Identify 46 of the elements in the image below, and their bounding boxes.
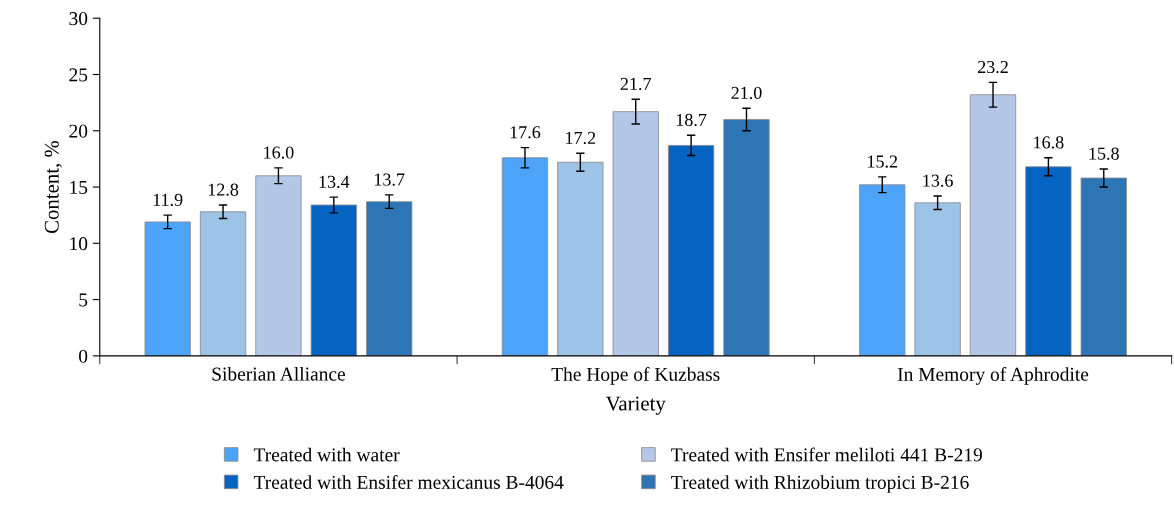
bar — [310, 204, 357, 356]
data-label: 13.7 — [374, 173, 405, 186]
data-label: 17.6 — [510, 126, 541, 139]
data-label: 13.6 — [923, 174, 953, 187]
bar — [199, 211, 247, 356]
y-tick-label: 5 — [79, 293, 88, 307]
bar — [366, 201, 413, 356]
y-tick-label: 15 — [70, 180, 88, 194]
bar — [1025, 166, 1072, 356]
bar — [969, 94, 1017, 356]
legend-label: Treated with Ensifer meliloti 441 B-219 — [671, 447, 982, 462]
data-label: 21.7 — [620, 77, 651, 91]
legend-label: Treated with Rhizobium tropici B-216 — [671, 475, 969, 493]
bar — [612, 111, 659, 356]
data-label: 12.8 — [208, 183, 239, 196]
x-tick-label: Siberian Alliance — [212, 366, 345, 381]
y-axis-title: Content, % — [44, 140, 62, 234]
data-label: 16.8 — [1034, 136, 1064, 149]
data-label: 15.2 — [868, 155, 898, 168]
data-label: 11.9 — [153, 193, 183, 206]
data-label: 13.4 — [319, 175, 350, 188]
bar — [1080, 177, 1127, 356]
data-label: 21.0 — [731, 86, 762, 100]
bar — [255, 175, 302, 356]
bar — [557, 161, 604, 356]
y-tick-label: 25 — [69, 68, 88, 82]
data-label: 15.8 — [1089, 147, 1119, 160]
y-tick-label: 10 — [70, 237, 88, 251]
data-label: 23.2 — [978, 60, 1008, 74]
bar — [501, 157, 549, 356]
data-label: 16.0 — [264, 146, 294, 159]
data-label: 18.7 — [676, 113, 707, 127]
y-tick-label: 0 — [79, 349, 88, 363]
legend-label: Treated with Ensifer mexicanus B-4064 — [253, 475, 564, 489]
data-label: 17.2 — [566, 131, 596, 145]
y-tick-label: 20 — [69, 124, 88, 138]
legend-label: Treated with water — [253, 447, 400, 462]
bar — [723, 119, 770, 356]
x-axis-title: Variety — [605, 396, 666, 415]
x-tick-label: In Memory of Aphrodite — [897, 366, 1089, 385]
bar — [859, 184, 906, 356]
bar — [914, 202, 961, 356]
y-tick-label: 30 — [69, 12, 88, 26]
bar — [667, 144, 715, 356]
x-tick-label: The Hope of Kuzbass — [551, 366, 720, 385]
bar — [144, 221, 191, 356]
